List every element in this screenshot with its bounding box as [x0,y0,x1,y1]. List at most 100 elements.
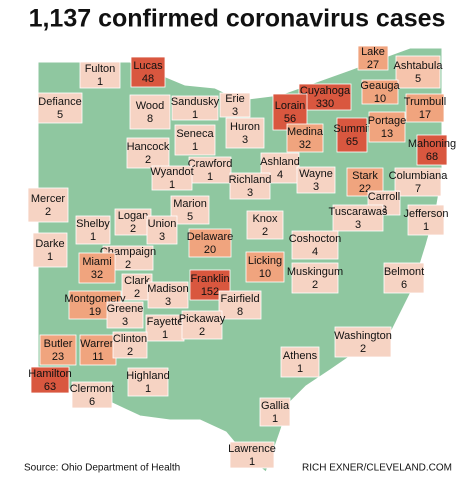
county [260,152,300,184]
county-name: Cuyahoga [300,85,351,97]
county-cases: 2 [360,343,366,355]
county-name: Tuscarawas [329,206,388,218]
county-name: Knox [252,213,278,225]
county-cases: 11 [92,351,103,363]
county [145,314,185,342]
county-name: Athens [283,350,318,362]
county-name: Wayne [299,168,333,180]
county [146,215,178,245]
county-cases: 5 [57,109,63,121]
county [368,111,406,143]
county [334,326,392,358]
county [218,290,262,320]
county [259,397,291,427]
county-name: Carroll [368,191,400,203]
county [383,262,425,294]
county-name: Lawrence [228,443,276,455]
county-name: Marion [173,198,207,210]
county-cases: 3 [247,187,253,199]
map-title: 1,137 confirmed coronavirus cases [29,5,446,33]
county-name: Warren [80,338,116,350]
county [296,166,336,194]
county-name: Muskingum [287,266,343,278]
county [286,123,324,153]
county-cases: 1 [297,363,303,375]
county-cases: 2 [130,223,136,235]
county-cases: 48 [142,73,154,85]
county-cases: 20 [204,244,216,256]
county-cases: 10 [259,268,271,280]
county [75,215,111,245]
county [130,56,166,88]
county-name: Seneca [176,128,214,140]
county-cases: 3 [355,219,361,231]
county-cases: 2 [145,154,151,166]
county-cases: 1 [192,141,198,153]
county [151,165,193,191]
county [245,251,285,283]
county-cases: 1 [162,329,168,341]
county [37,92,83,124]
county-cases: 10 [374,93,386,105]
county-cases: 1 [272,413,278,425]
county [357,45,389,71]
county [291,262,339,294]
county-cases: 23 [52,351,64,363]
county-name: Lucas [133,60,163,72]
county-cases: 19 [89,306,101,318]
county-cases: 56 [284,113,296,125]
county-name: Geauga [360,80,400,92]
county [171,95,219,121]
county [229,441,275,469]
county-name: Hamilton [28,368,71,380]
county [147,281,189,309]
county [336,117,368,153]
county [78,252,116,284]
county-name: Fayette [147,316,184,328]
county [361,79,399,105]
county-cases: 1 [47,251,53,263]
county-cases: 2 [45,206,51,218]
county-cases: 3 [159,231,165,243]
county [291,230,339,260]
county [188,228,232,258]
county [416,134,448,166]
county-cases: 63 [44,381,56,393]
county-cases: 1 [192,109,198,121]
county-cases: 2 [134,288,140,300]
county-name: Jefferson [403,208,448,220]
county-name: Mahoning [408,138,456,150]
county-cases: 3 [381,204,387,216]
county-name: Shelby [76,218,110,230]
county-name: Delaware [187,231,233,243]
county-cases: 5 [415,73,421,85]
county [79,334,117,366]
county-cases: 6 [401,279,407,291]
county-cases: 3 [165,296,171,308]
county [219,92,251,118]
county [394,167,442,197]
county-name: Logan [118,210,149,222]
county-name: Pickaway [179,313,226,325]
county [225,117,265,149]
county-name: Madison [147,283,189,295]
county-name: Fairfield [220,293,259,305]
county [129,94,171,130]
county-cases: 27 [367,59,379,71]
county [127,367,169,397]
county-name: Gallia [261,400,290,412]
county-name: Darke [35,238,64,250]
county-cases: 1 [249,456,255,468]
county-name: Miami [82,256,111,268]
source-note: Source: Ohio Department of Health [24,463,180,474]
county-cases: 3 [242,134,248,146]
county-cases: 1 [90,231,96,243]
county-name: Ashland [260,156,300,168]
county [71,381,113,409]
county-cases: 2 [312,279,318,291]
county-cases: 152 [201,286,219,298]
county-cases: 5 [187,211,193,223]
county-name: Defiance [38,96,81,108]
county-cases: 2 [262,226,268,238]
